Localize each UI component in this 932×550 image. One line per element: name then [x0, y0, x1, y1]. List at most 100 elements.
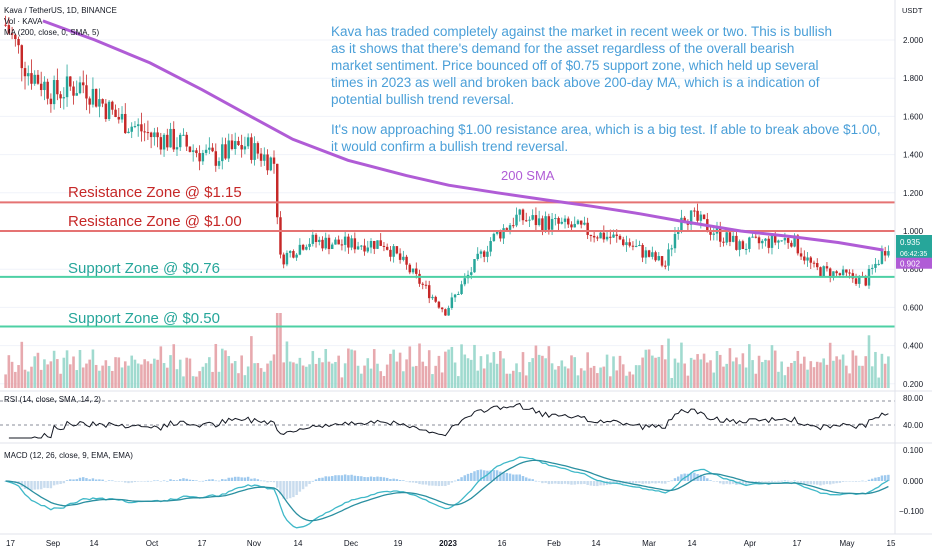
volume-bar — [288, 361, 292, 388]
volume-bar — [857, 365, 861, 388]
macd-histogram-bar — [285, 481, 289, 500]
volume-bar — [625, 375, 628, 388]
candle-body — [221, 144, 224, 162]
volume-bar — [838, 359, 842, 388]
macd-histogram-bar — [754, 481, 758, 482]
candle-body — [373, 241, 376, 249]
macd-histogram-bar — [874, 477, 877, 481]
volume-bar — [828, 342, 832, 388]
volume-bar — [14, 371, 17, 388]
candle-body — [689, 210, 693, 225]
macd-histogram-bar — [828, 481, 832, 485]
macd-histogram-bar — [136, 481, 140, 482]
volume-bar — [136, 363, 140, 388]
candle-body — [182, 134, 185, 136]
candle-body — [612, 234, 615, 238]
volume-bar — [246, 366, 250, 388]
volume-bar — [528, 362, 531, 388]
macd-histogram-bar — [816, 481, 819, 485]
macd-histogram-bar — [489, 470, 492, 481]
candle-body — [880, 251, 884, 264]
candle-body — [81, 82, 85, 86]
price-axis[interactable]: 2.000 1.800 1.600 1.400 1.200 1.000 0.800 0.600… — [903, 36, 924, 389]
macd-histogram-bar — [567, 481, 570, 485]
volume-bar — [185, 357, 188, 388]
macd-histogram-bar — [476, 470, 479, 481]
volume-bar — [793, 360, 796, 388]
annotation-line: potential bullish trend reversal. — [331, 92, 514, 107]
time-tick-label: 2023 — [439, 539, 457, 548]
macd-histogram-bar — [389, 479, 392, 481]
macd-histogram-bar — [712, 481, 715, 482]
volume-bar — [353, 350, 357, 388]
time-axis[interactable]: 17 Sep 14 Oct 17 Nov 14 Dec 19 2023 16 Feb 14 Mar 14 Ap… — [6, 539, 896, 548]
macd-histogram-bar — [104, 481, 108, 482]
time-tick-label: 16 — [498, 539, 507, 548]
volume-bar — [709, 360, 712, 388]
macd-histogram-bar — [615, 481, 618, 484]
volume-bar — [266, 363, 269, 388]
macd-histogram-bar — [107, 480, 111, 481]
macd-histogram-bar — [570, 481, 573, 485]
macd-histogram-bar — [550, 481, 554, 484]
volume-bar — [683, 363, 686, 388]
candle-body — [816, 263, 819, 268]
volume-bar — [311, 351, 315, 388]
volume-bar — [696, 354, 699, 388]
macd-signal-line[interactable] — [5, 459, 889, 522]
macd-histogram-bar — [191, 480, 195, 481]
candle-body — [295, 254, 298, 258]
zone-lines[interactable] — [0, 201, 895, 328]
volume-bar — [460, 344, 463, 388]
volume-bar — [314, 363, 318, 388]
macd-histogram-bar — [838, 481, 842, 483]
macd-histogram-bar — [599, 481, 602, 486]
macd-histogram-bar — [127, 481, 130, 484]
candle-body — [841, 269, 845, 276]
sma-200-line[interactable] — [42, 19, 884, 252]
macd-histogram-bar — [680, 474, 683, 481]
candle-body — [812, 262, 816, 264]
candle-body — [486, 251, 489, 257]
rsi-line[interactable] — [8, 402, 889, 439]
volume-bar — [301, 365, 305, 388]
candle-body — [738, 241, 741, 250]
volume-bar — [98, 370, 101, 388]
volume-bar — [26, 371, 30, 388]
volume-bar — [848, 373, 851, 388]
candle-body — [761, 240, 764, 244]
annotation-line: it would confirm a bullish trend reversa… — [331, 139, 568, 154]
macd-histogram-bar — [46, 481, 49, 489]
time-tick-label: 14 — [592, 539, 601, 548]
zone-label-resistance-115: Resistance Zone @ $1.15 — [68, 184, 242, 201]
volume-bar — [7, 355, 11, 388]
macd-histogram-bar — [233, 476, 237, 481]
candle-body — [311, 234, 315, 244]
candle-body — [777, 240, 780, 243]
candle-body — [825, 266, 829, 269]
volume-bar — [414, 365, 418, 388]
macd-histogram-bar — [586, 481, 589, 485]
ma-price-badge: 0.902 — [896, 257, 932, 269]
candle-body — [52, 80, 56, 105]
macd-histogram-bar — [179, 479, 182, 481]
volume-bar — [75, 370, 79, 388]
macd-histogram-bar — [117, 481, 121, 482]
macd-histogram-bar — [185, 478, 188, 481]
volume-bar — [693, 359, 696, 388]
candle-body — [120, 113, 124, 120]
volume-bar — [72, 356, 75, 388]
volume-bar — [531, 358, 534, 388]
candle-body — [75, 93, 78, 96]
time-tick-label: Feb — [547, 539, 561, 548]
candle-body — [567, 218, 570, 225]
macd-histogram-bar — [612, 481, 615, 484]
volume-bar — [815, 361, 819, 388]
candle-body — [382, 245, 386, 247]
volume-bar — [405, 359, 408, 388]
time-tick-label: 15 — [887, 539, 896, 548]
candle-body — [573, 223, 576, 228]
volume-bar — [81, 367, 85, 388]
macd-histogram-bar — [395, 479, 399, 481]
